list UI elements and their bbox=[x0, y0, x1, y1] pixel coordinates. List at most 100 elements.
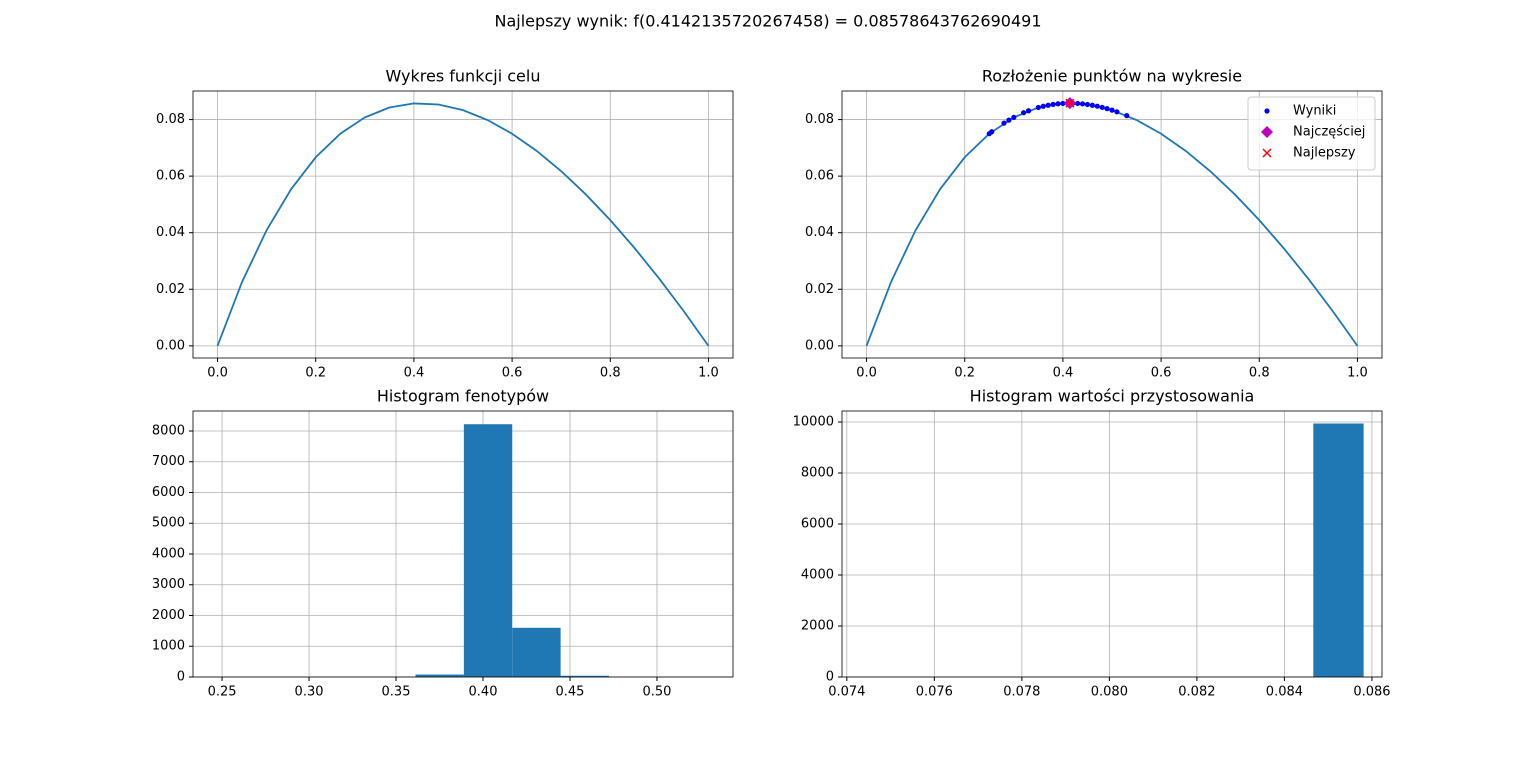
legend-box bbox=[1247, 96, 1376, 171]
y-tick-label: 4000 bbox=[152, 546, 185, 561]
y-tick-label: 4000 bbox=[801, 567, 834, 582]
point bbox=[1109, 107, 1115, 113]
point bbox=[1060, 100, 1066, 107]
x-tick-label: 0.30 bbox=[295, 685, 324, 700]
x-tick-label: 0.6 bbox=[1151, 366, 1172, 381]
plot-area bbox=[865, 97, 1359, 347]
point bbox=[1035, 104, 1041, 111]
y-tick-label: 0.02 bbox=[156, 282, 185, 297]
y-tick-label: 2000 bbox=[801, 618, 834, 633]
x-tick-label: 0.50 bbox=[642, 685, 671, 700]
point bbox=[1045, 102, 1051, 108]
legend-label: Wyniki bbox=[1293, 104, 1336, 119]
x-tick-label: 0.076 bbox=[916, 685, 953, 700]
line bbox=[216, 102, 710, 347]
x-tick-label: 0.45 bbox=[556, 685, 585, 700]
legend-marker bbox=[1261, 126, 1273, 138]
y-tick-label: 0.04 bbox=[156, 225, 185, 240]
y-tick-label: 0.00 bbox=[805, 338, 834, 353]
point bbox=[1099, 104, 1105, 110]
x-tick-label: 0.082 bbox=[1178, 685, 1215, 700]
grid bbox=[842, 91, 1382, 358]
bar bbox=[512, 627, 561, 677]
y-tick-label: 0.02 bbox=[805, 282, 834, 297]
axes-frame bbox=[192, 410, 734, 678]
point bbox=[1025, 108, 1032, 114]
x-tick-label: 0.4 bbox=[1053, 366, 1074, 381]
x-tick-label: 0.0 bbox=[856, 366, 877, 381]
x-tick-label: 0.35 bbox=[382, 685, 411, 700]
point bbox=[989, 129, 995, 135]
x-tick-label: 0.40 bbox=[469, 685, 498, 700]
point bbox=[1084, 101, 1091, 108]
point bbox=[1104, 106, 1110, 112]
y-tick-label: 0.04 bbox=[805, 225, 834, 240]
point bbox=[1089, 102, 1095, 108]
y-tick-label: 2000 bbox=[152, 608, 185, 623]
point bbox=[1075, 100, 1081, 107]
x-tick-label: 0.25 bbox=[208, 685, 237, 700]
bar bbox=[415, 674, 464, 677]
figure-title: Najlepszy wynik: f(0.4142135720267458) =… bbox=[495, 12, 1042, 31]
point bbox=[1094, 103, 1100, 109]
point bbox=[1079, 101, 1086, 107]
point bbox=[1021, 110, 1027, 116]
legend-marker bbox=[1262, 148, 1272, 158]
x-tick-label: 0.078 bbox=[1003, 685, 1040, 700]
y-tick-label: 0.06 bbox=[805, 169, 834, 184]
point bbox=[1050, 101, 1056, 108]
y-tick-label: 0 bbox=[177, 670, 185, 685]
y-tick-label: 0.00 bbox=[156, 338, 185, 353]
x-tick-label: 1.0 bbox=[698, 366, 719, 381]
x-tick-label: 0.086 bbox=[1353, 685, 1390, 700]
bar bbox=[1313, 423, 1364, 677]
bar bbox=[560, 675, 609, 677]
axes-frame bbox=[841, 410, 1383, 678]
point bbox=[1065, 98, 1075, 108]
plot-area bbox=[216, 102, 710, 347]
point bbox=[1124, 113, 1130, 119]
x-tick-label: 1.0 bbox=[1347, 366, 1368, 381]
axes-title: Histogram wartości przystosowania bbox=[970, 387, 1255, 406]
y-tick-label: 5000 bbox=[152, 516, 185, 531]
y-tick-label: 0 bbox=[826, 670, 834, 685]
y-tick-label: 10000 bbox=[793, 414, 834, 429]
y-tick-label: 7000 bbox=[152, 454, 185, 469]
x-tick-label: 0.080 bbox=[1091, 685, 1128, 700]
y-tick-label: 0.08 bbox=[805, 112, 834, 127]
x-tick-label: 0.2 bbox=[305, 366, 326, 381]
x-tick-label: 0.074 bbox=[828, 685, 865, 700]
x-tick-label: 0.0 bbox=[207, 366, 228, 381]
axes-frame bbox=[192, 90, 734, 359]
legend-label: Najlepszy bbox=[1293, 146, 1356, 161]
axes-frame bbox=[841, 90, 1383, 359]
y-tick-label: 1000 bbox=[152, 639, 185, 654]
y-tick-label: 6000 bbox=[152, 485, 185, 500]
plot-area bbox=[1313, 423, 1364, 677]
y-tick-label: 3000 bbox=[152, 577, 185, 592]
x-tick-label: 0.2 bbox=[954, 366, 975, 381]
x-tick-label: 0.8 bbox=[600, 366, 621, 381]
point bbox=[1006, 117, 1012, 123]
point bbox=[1001, 120, 1007, 126]
y-tick-label: 0.06 bbox=[156, 169, 185, 184]
axes-title: Rozłożenie punktów na wykresie bbox=[982, 67, 1242, 86]
point bbox=[1114, 109, 1120, 115]
point bbox=[1011, 114, 1017, 120]
x-tick-label: 0.8 bbox=[1249, 366, 1270, 381]
y-tick-label: 8000 bbox=[801, 465, 834, 480]
grid bbox=[193, 91, 733, 358]
y-tick-label: 0.08 bbox=[156, 112, 185, 127]
axes-title: Wykres funkcji celu bbox=[386, 67, 541, 86]
y-tick-label: 8000 bbox=[152, 423, 185, 438]
point bbox=[1055, 101, 1061, 107]
plot-area bbox=[415, 424, 609, 677]
legend-marker bbox=[1264, 108, 1270, 114]
legend-label: Najczęściej bbox=[1293, 125, 1365, 140]
x-tick-label: 0.4 bbox=[404, 366, 425, 381]
y-tick-label: 6000 bbox=[801, 516, 834, 531]
x-tick-label: 0.084 bbox=[1266, 685, 1303, 700]
grid bbox=[193, 411, 733, 678]
axes-title: Histogram fenotypów bbox=[377, 387, 549, 406]
